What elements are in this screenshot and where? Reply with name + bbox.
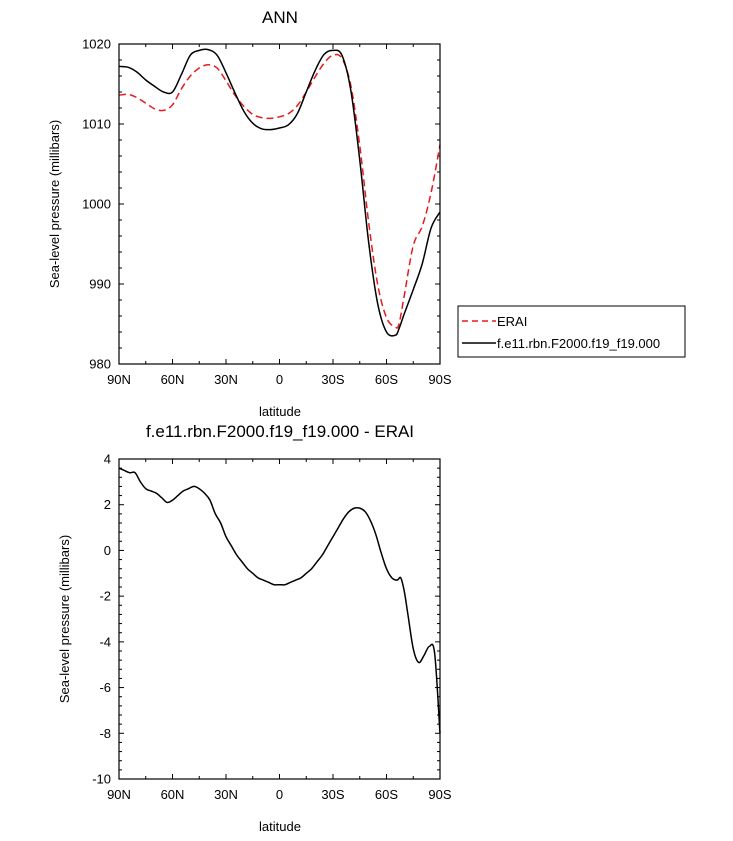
legend-label-erai: ERAI (497, 314, 527, 329)
top-chart: ANN Sea-level pressure (millibars) latit… (47, 8, 452, 419)
legend-label-model: f.e11.rbn.F2000.f19_f19.000 (497, 336, 660, 351)
top-chart-y-tick-label: 1000 (82, 197, 111, 212)
top-chart-x-tick-label: 0 (276, 372, 283, 387)
bottom-chart-y-tick-label: -10 (92, 772, 111, 787)
bottom-chart-ylabel: Sea-level pressure (millibars) (57, 535, 72, 703)
bottom-chart-xlabel: latitude (259, 819, 301, 834)
top-chart-x-tick-label: 30N (214, 372, 238, 387)
bottom-chart-y-tick-label: -2 (99, 589, 111, 604)
top-chart-ylabel: Sea-level pressure (millibars) (47, 120, 62, 288)
top-chart-title: ANN (262, 8, 298, 27)
top-chart-series (118, 48, 441, 337)
top-chart-series-0 (118, 53, 441, 329)
top-chart-x-tick-label: 90S (428, 372, 451, 387)
top-chart-y-tick-label: 980 (89, 357, 111, 372)
top-chart-xlabel: latitude (259, 404, 301, 419)
bottom-chart-y-tick-label: 2 (104, 497, 111, 512)
bottom-chart-x-tick-label: 90S (428, 787, 451, 802)
bottom-chart-frame (118, 458, 441, 780)
bottom-chart-y-tick-label: 4 (104, 452, 111, 467)
bottom-chart-y-tick-label: -4 (99, 634, 111, 649)
top-chart-y-tick-label: 1010 (82, 117, 111, 132)
bottom-chart-y-tick-label: -8 (99, 726, 111, 741)
bottom-chart-x-tick-label: 60N (161, 787, 185, 802)
legend-box (457, 305, 686, 358)
top-chart-x-tick-label: 60N (161, 372, 185, 387)
bottom-chart-x-tick-label: 60S (375, 787, 398, 802)
bottom-chart-title: f.e11.rbn.F2000.f19_f19.000 - ERAI (146, 422, 414, 441)
top-chart-ticks: 90N 60N 30N 0 30S 60S 90S 980 990 1000 1010 1020 (82, 37, 452, 388)
top-chart-x-tick-label: 60S (375, 372, 398, 387)
bottom-chart-y-tick-label: -6 (99, 680, 111, 695)
bottom-chart-series-0 (118, 467, 441, 734)
top-chart-y-tick-label: 990 (89, 277, 111, 292)
top-chart-x-tick-label: 90N (107, 372, 131, 387)
bottom-chart-ticks: 90N 60N 30N 0 30S 60S 90S -10 -8 -6 -4 -2 0 2 4 (92, 452, 452, 803)
top-chart-y-tick-label: 1020 (82, 37, 111, 52)
bottom-chart: f.e11.rbn.F2000.f19_f19.000 - ERAI Sea-l… (57, 422, 452, 834)
top-chart-frame (118, 43, 441, 365)
bottom-chart-series (118, 467, 441, 734)
top-chart-x-tick-label: 30S (321, 372, 344, 387)
bottom-chart-y-tick-label: 0 (104, 543, 111, 558)
bottom-chart-x-tick-label: 30N (214, 787, 238, 802)
legend: ERAI f.e11.rbn.F2000.f19_f19.000 (457, 305, 686, 358)
bottom-chart-x-tick-label: 0 (276, 787, 283, 802)
bottom-chart-x-tick-label: 90N (107, 787, 131, 802)
top-chart-series-1 (118, 48, 441, 337)
bottom-chart-x-tick-label: 30S (321, 787, 344, 802)
